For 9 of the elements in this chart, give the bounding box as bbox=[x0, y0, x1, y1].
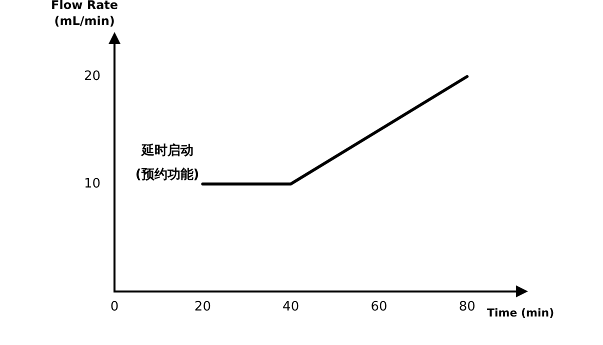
annotation: 延时启动 (预约功能) bbox=[135, 142, 200, 183]
x-tick-label: 80 bbox=[458, 300, 476, 315]
x-tick-label: 40 bbox=[282, 300, 300, 315]
x-tick-label: 20 bbox=[194, 300, 211, 315]
y-tick-label: 10 bbox=[84, 176, 101, 192]
x-tick-label: 60 bbox=[370, 300, 388, 315]
y-axis-title: Flow Rate (mL/min) bbox=[51, 0, 118, 28]
x-tick-label: 0 bbox=[110, 300, 119, 315]
x-axis-title: Time (min) bbox=[487, 306, 554, 320]
